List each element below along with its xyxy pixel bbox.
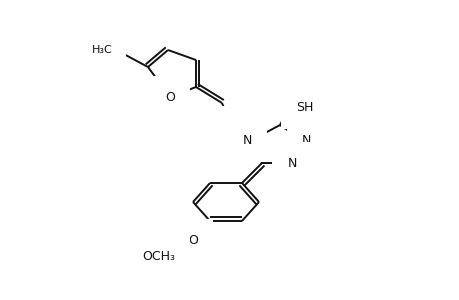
Text: O: O xyxy=(188,233,197,247)
Text: H₃C: H₃C xyxy=(92,45,113,55)
Text: N: N xyxy=(227,121,236,134)
Text: N: N xyxy=(287,157,296,169)
Text: O: O xyxy=(165,91,174,103)
Text: N: N xyxy=(302,134,311,146)
Text: OCH₃: OCH₃ xyxy=(142,250,174,262)
Text: N: N xyxy=(242,134,252,146)
Text: SH: SH xyxy=(295,100,313,113)
